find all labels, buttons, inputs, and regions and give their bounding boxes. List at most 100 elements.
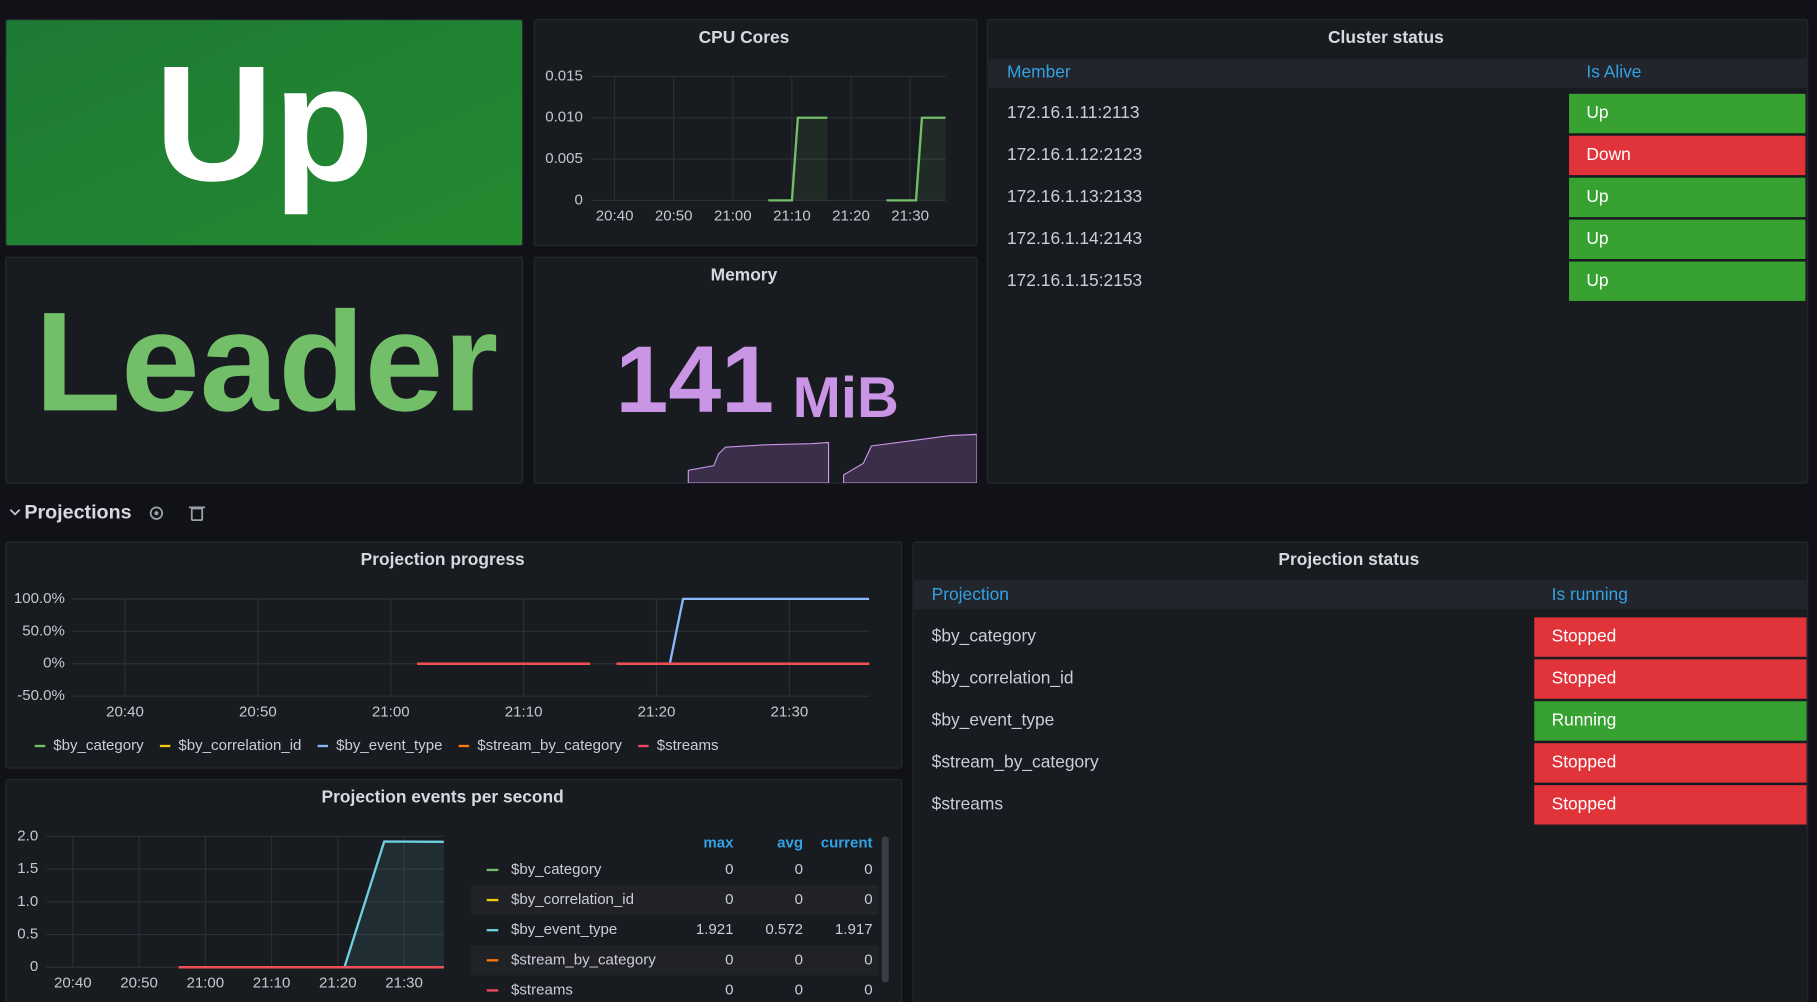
x-tick-label: 20:40: [54, 974, 92, 991]
status-cell: [1534, 785, 1807, 825]
settings-icon[interactable]: [149, 506, 164, 520]
x-tick-label: 21:00: [187, 974, 225, 991]
cell-text: $by_category: [932, 626, 1037, 646]
column-header[interactable]: Projection: [932, 584, 1009, 604]
status-text: Stopped: [1552, 793, 1617, 813]
sparkline: [687, 433, 977, 484]
x-tick-label: 20:50: [655, 208, 693, 225]
y-tick-label: 0.010: [545, 109, 583, 126]
legend-name: $by_category: [511, 861, 602, 878]
legend-value: 0: [795, 861, 803, 878]
x-tick-label: 21:20: [319, 974, 357, 991]
cell-text: 172.16.1.14:2143: [1007, 228, 1142, 248]
legend-value: 0: [725, 951, 733, 968]
legend-column-header: max: [703, 834, 734, 851]
legend-value: 0: [725, 861, 733, 878]
x-tick-label: 21:10: [773, 208, 811, 225]
status-cell: [1569, 261, 1806, 301]
x-tick-label: 21:10: [505, 703, 543, 720]
status-text: Down: [1586, 144, 1630, 164]
y-tick-label: 0%: [43, 655, 65, 672]
column-header[interactable]: Is running: [1552, 584, 1628, 604]
scrollbar[interactable]: [881, 836, 889, 983]
status-cell: [1569, 219, 1806, 260]
role-panel: [5, 256, 524, 484]
x-tick-label: 21:00: [372, 703, 410, 720]
y-tick-label: 2.0: [17, 827, 38, 844]
series-area: [768, 117, 828, 201]
role-value: Leader: [35, 282, 499, 440]
x-tick-label: 20:50: [239, 703, 277, 720]
status-value: Up: [155, 31, 374, 215]
status-text: Up: [1586, 186, 1608, 206]
panel-title: Cluster status: [1328, 27, 1444, 47]
cell-text: $streams: [932, 793, 1004, 813]
cell-text: $by_correlation_id: [932, 668, 1074, 688]
row-title[interactable]: Projections: [24, 501, 131, 523]
column-header[interactable]: Member: [1007, 62, 1071, 82]
status-panel: [5, 19, 524, 247]
legend-value: 0: [864, 951, 872, 968]
status-cell: [1534, 743, 1807, 783]
x-tick-label: 20:40: [596, 208, 634, 225]
series-line: [886, 116, 946, 202]
x-tick-label: 21:20: [638, 703, 676, 720]
x-tick-label: 21:20: [832, 208, 870, 225]
delete-icon[interactable]: [188, 506, 206, 521]
y-tick-label: 0.005: [545, 150, 583, 167]
legend-value: 0: [864, 861, 872, 878]
x-tick-label: 21:30: [385, 974, 423, 991]
x-tick-label: 21:30: [771, 703, 809, 720]
cell-text: $stream_by_category: [932, 752, 1099, 772]
x-tick-label: 20:40: [106, 703, 144, 720]
table-header: [914, 580, 1807, 610]
y-tick-label: 0: [575, 191, 583, 208]
x-tick-label: 21:30: [891, 208, 929, 225]
legend-row-bg: [470, 885, 879, 916]
cell-text: 172.16.1.12:2123: [1007, 144, 1142, 164]
status-cell: [1534, 617, 1807, 657]
legend-value: 0: [795, 951, 803, 968]
sparkline-area: [687, 433, 977, 484]
status-cell: [1569, 135, 1806, 176]
legend-value: 0.572: [765, 921, 803, 938]
legend-name: $stream_by_category: [477, 737, 622, 754]
legend-value: 0: [795, 981, 803, 998]
series-line: [343, 840, 444, 968]
panel-title: Memory: [711, 264, 778, 284]
legend-name: $by_correlation_id: [511, 891, 634, 908]
legend-row-bg: [470, 945, 879, 976]
y-tick-label: 100.0%: [14, 590, 65, 607]
legend-value: 1.917: [835, 921, 873, 938]
series-line: [668, 597, 870, 664]
cluster-status-panel: [986, 19, 1809, 484]
panel-title: CPU Cores: [699, 27, 790, 47]
legend-value: 0: [795, 891, 803, 908]
y-tick-label: 0: [30, 958, 38, 975]
y-tick-label: 1.5: [17, 860, 38, 877]
status-text: Stopped: [1552, 752, 1617, 772]
projection-status-panel: [912, 541, 1809, 1002]
panel-title: Projection status: [1278, 549, 1419, 569]
legend-name: $by_event_type: [336, 737, 442, 754]
column-header[interactable]: Is Alive: [1586, 62, 1641, 82]
series-line: [768, 116, 828, 202]
status-text: Stopped: [1552, 626, 1617, 646]
memory-unit: MiB: [793, 366, 899, 430]
status-cell: [1534, 659, 1807, 699]
status-text: Stopped: [1552, 668, 1617, 688]
legend-name: $streams: [657, 737, 719, 754]
collapse-icon[interactable]: [9, 509, 21, 516]
y-tick-label: 0.015: [545, 67, 583, 84]
y-tick-label: 50.0%: [22, 622, 65, 639]
legend-value: 1.921: [696, 921, 734, 938]
cell-text: 172.16.1.11:2113: [1007, 102, 1140, 122]
status-text: Up: [1586, 228, 1608, 248]
legend-value: 0: [725, 891, 733, 908]
projection-progress-panel: [5, 541, 903, 769]
legend-name: $streams: [511, 981, 573, 998]
status-text: Up: [1586, 102, 1608, 122]
memory-value: 141: [616, 327, 775, 433]
